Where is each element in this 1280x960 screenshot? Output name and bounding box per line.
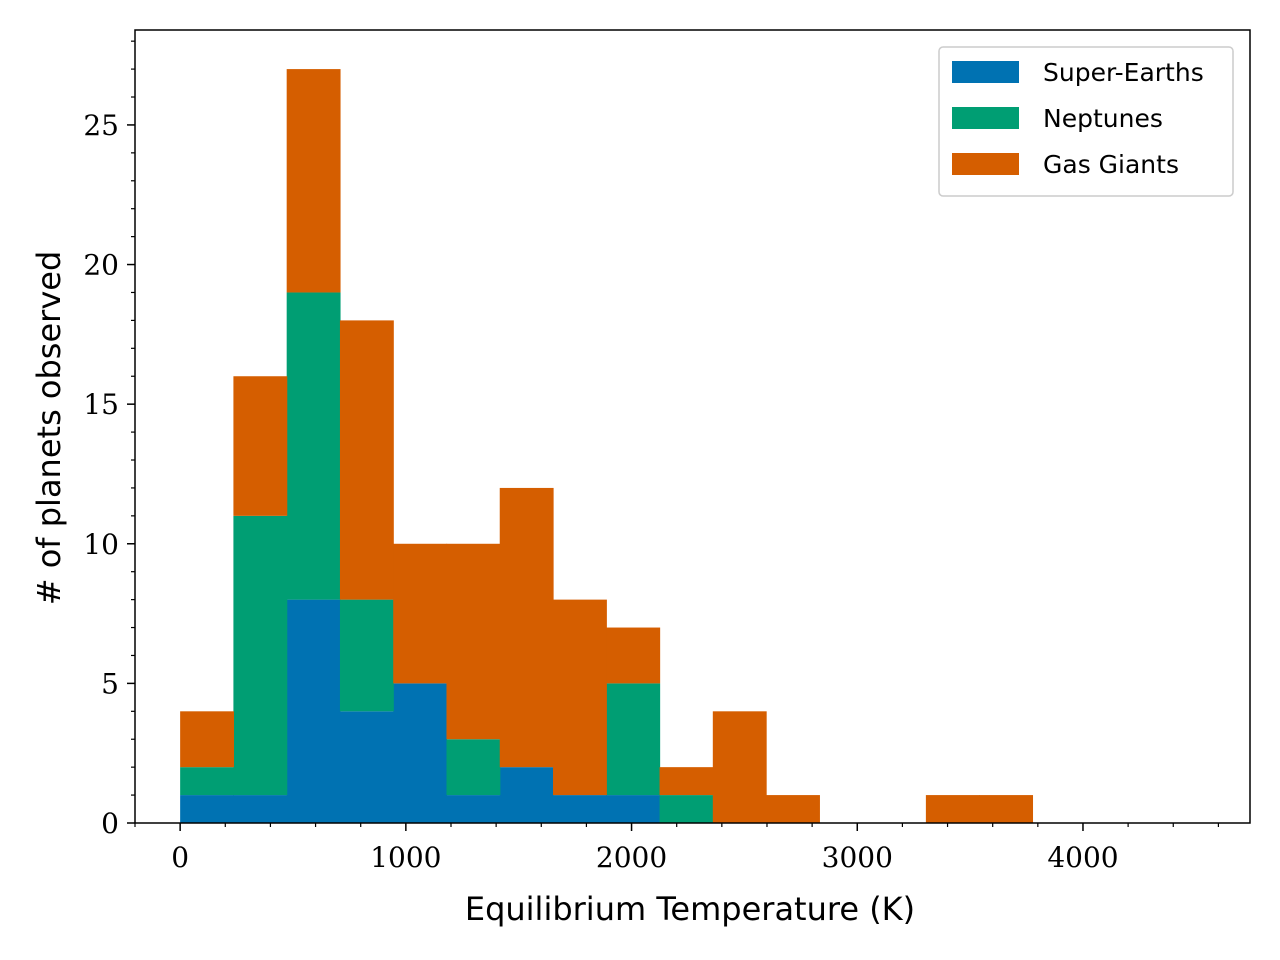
bar-gas-giants-bin-2 xyxy=(286,69,341,293)
y-axis-label: # of planets observed xyxy=(30,251,68,606)
bar-gas-giants-bin-6 xyxy=(499,487,554,768)
y-tick-label: 0 xyxy=(101,807,119,840)
bar-gas-giants-bin-10 xyxy=(712,711,767,823)
bar-gas-giants-bin-5 xyxy=(446,543,501,740)
x-tick-label: 3000 xyxy=(822,841,893,874)
legend-swatch xyxy=(952,61,1019,83)
bar-neptunes-bin-3 xyxy=(339,599,394,712)
bar-neptunes-bin-9 xyxy=(659,795,714,823)
bar-gas-giants-bin-14 xyxy=(925,795,980,823)
y-tick-label: 10 xyxy=(83,528,119,561)
ticks-layer: 0 1000 2000 3000 4000 0 5 10 15 20 25 xyxy=(83,40,1220,874)
bar-super-earths-bin-1 xyxy=(233,795,288,823)
bar-gas-giants-bin-4 xyxy=(393,543,448,684)
bar-super-earths-bin-0 xyxy=(180,795,235,823)
bar-gas-giants-bin-8 xyxy=(606,627,661,684)
legend-label: Neptunes xyxy=(1043,104,1163,133)
bar-gas-giants-bin-0 xyxy=(180,711,235,768)
bar-super-earths-bin-2 xyxy=(286,599,341,823)
bar-gas-giants-bin-3 xyxy=(339,320,394,600)
bar-super-earths-bin-3 xyxy=(339,711,394,823)
y-tick-label: 25 xyxy=(83,109,119,142)
bar-gas-giants-bin-1 xyxy=(233,376,288,516)
bar-gas-giants-bin-7 xyxy=(553,599,607,796)
bar-neptunes-bin-5 xyxy=(446,739,501,796)
x-tick-label: 4000 xyxy=(1047,841,1118,874)
x-tick-label: 2000 xyxy=(596,841,667,874)
bar-neptunes-bin-1 xyxy=(233,515,288,796)
bar-neptunes-bin-0 xyxy=(180,767,235,796)
y-tick-label: 5 xyxy=(101,667,119,700)
x-axis-label: Equilibrium Temperature (K) xyxy=(465,890,915,928)
bar-super-earths-bin-4 xyxy=(393,683,448,823)
x-tick-label: 1000 xyxy=(370,841,441,874)
bar-super-earths-bin-6 xyxy=(499,767,554,823)
legend-swatch xyxy=(952,107,1019,129)
bar-gas-giants-bin-9 xyxy=(659,767,714,796)
bar-super-earths-bin-5 xyxy=(446,795,501,823)
legend-swatch xyxy=(952,153,1019,175)
axes-frame xyxy=(134,29,1251,824)
bar-gas-giants-bin-15 xyxy=(979,795,1034,823)
bar-super-earths-bin-7 xyxy=(553,795,607,823)
y-tick-label: 15 xyxy=(83,388,119,421)
bars-layer xyxy=(180,69,1034,823)
bar-neptunes-bin-8 xyxy=(606,683,661,796)
legend-label: Super-Earths xyxy=(1043,58,1204,87)
y-tick-label: 20 xyxy=(83,249,119,282)
x-tick-label: 0 xyxy=(171,841,189,874)
bar-neptunes-bin-2 xyxy=(286,292,341,600)
bar-super-earths-bin-8 xyxy=(606,795,661,823)
bar-gas-giants-bin-11 xyxy=(766,795,820,823)
legend: Super-Earths Neptunes Gas Giants xyxy=(938,46,1234,197)
legend-label: Gas Giants xyxy=(1043,150,1179,179)
